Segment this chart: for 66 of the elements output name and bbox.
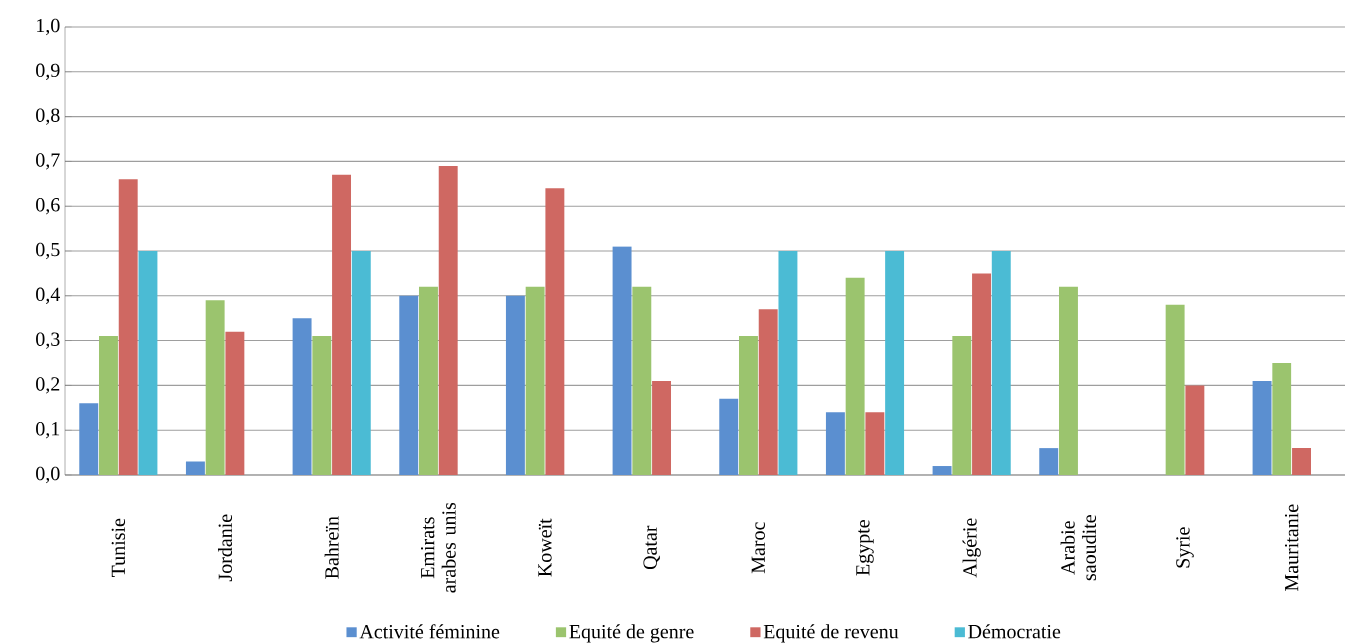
bar — [845, 277, 865, 475]
y-tick-label: 0,5 — [36, 242, 60, 260]
x-tick-label: Mauritanie — [1284, 504, 1299, 591]
y-tick-label: 0,4 — [36, 287, 60, 304]
bar — [351, 250, 371, 475]
bar — [632, 286, 652, 475]
bar — [545, 188, 565, 475]
bar — [419, 286, 438, 475]
bar — [138, 250, 158, 475]
bar — [332, 174, 352, 475]
bar — [972, 273, 991, 475]
y-tick-label: 0,9 — [36, 63, 60, 80]
bar — [1039, 448, 1059, 475]
bar — [612, 246, 632, 475]
x-tick-label: Koweït — [538, 518, 552, 577]
bar — [991, 250, 1011, 475]
x-tick-label: Arabie saoudite — [1060, 515, 1097, 581]
x-tick-label: Qatar — [643, 525, 660, 570]
y-tick-label: 0,8 — [36, 108, 60, 125]
y-tick-label: 1,0 — [37, 18, 60, 36]
bar — [719, 398, 739, 475]
x-tick-label: Tunisie — [111, 518, 126, 577]
bar — [758, 309, 778, 475]
bar — [118, 179, 138, 475]
bar — [739, 336, 758, 475]
bar — [99, 336, 118, 475]
y-tick-label: 0,0 — [36, 466, 60, 484]
legend-label: Equité de genre — [569, 624, 694, 643]
bar — [225, 331, 245, 475]
x-tick-label: Bahreïn — [324, 516, 339, 579]
x-tick-label: Emirats arabes unis — [420, 502, 456, 593]
bar — [825, 412, 845, 475]
x-tick-label: Maroc — [751, 522, 765, 574]
y-tick-label: 0,2 — [36, 377, 60, 394]
bar — [1165, 304, 1185, 475]
bar — [932, 466, 952, 475]
bar — [505, 295, 525, 475]
bar — [885, 250, 905, 475]
bar — [438, 165, 458, 475]
bar — [1292, 448, 1311, 475]
bar — [952, 336, 972, 475]
bar — [525, 286, 545, 475]
bar — [865, 412, 885, 475]
bar — [185, 461, 205, 475]
bar — [79, 403, 99, 475]
bar — [312, 336, 332, 475]
y-tick-label: 0,6 — [36, 198, 60, 215]
x-tick-label: Jordanie — [217, 514, 233, 582]
legend-label: Activité féminine — [359, 624, 500, 639]
bar — [778, 250, 798, 475]
bar — [1272, 362, 1292, 475]
bar — [1252, 380, 1272, 475]
bar — [399, 295, 419, 475]
y-tick-label: 0,3 — [36, 332, 60, 349]
y-tick-label: 0,1 — [36, 422, 60, 439]
bar — [1185, 385, 1205, 475]
x-tick-label: Egypte — [856, 520, 874, 576]
legend-label: Démocratie — [968, 624, 1061, 639]
x-tick-label: Algérie — [962, 518, 981, 578]
x-tick-label: Syrie — [1176, 527, 1194, 568]
bar — [652, 380, 671, 475]
bar — [205, 300, 225, 475]
legend-label: Equité de revenu — [763, 624, 899, 643]
bar — [292, 318, 312, 475]
bar — [1059, 286, 1078, 475]
y-tick-label: 0,7 — [36, 153, 60, 170]
